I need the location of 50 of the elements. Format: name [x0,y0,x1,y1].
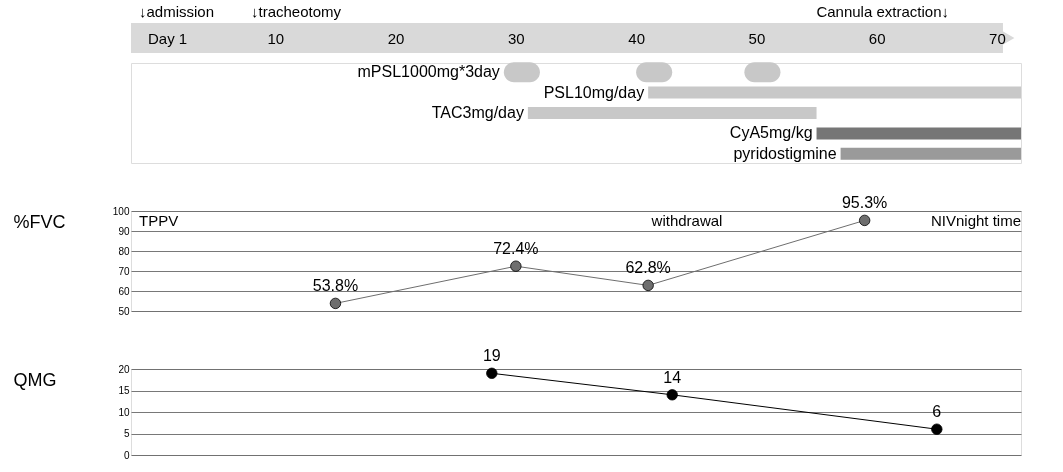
y-tick-label: 15 [118,385,130,396]
category-label: mPSL1000mg*3day [357,63,500,81]
point [931,423,943,435]
data-label: 72.4% [493,240,539,258]
text: ↓admission [139,3,215,20]
point [666,389,678,401]
data-label: 6 [932,403,942,421]
y-tick-label: 90 [118,225,130,237]
text: Cannula extraction↓ [816,3,949,20]
point [510,260,522,272]
data-label: 19 [482,347,501,365]
bar [816,127,1021,140]
annotation: withdrawal [650,212,723,229]
data-label: 53.8% [312,277,359,295]
x-tick-label: 40 [628,29,645,47]
x-tick-label: 70 [989,29,1006,47]
point [486,367,498,379]
annotation: NIVnight time [930,212,1021,229]
y-tick-label: 10 [118,406,130,418]
category-label: TAC3mg/day [431,104,524,121]
data-label: 62.8% [625,259,671,277]
data-label: 95.3% [841,194,888,212]
y-axis-title: QMG [13,369,57,390]
y-axis-title: %FVC [13,211,66,232]
x-tick-label: Day 1 [147,29,188,47]
y-tick-label: 100 [112,205,130,217]
data-label: 14 [663,368,682,386]
bar [840,147,1021,160]
x-tick-label: 50 [748,29,766,47]
y-tick-label: 20 [118,363,130,375]
category-label: CyA5mg/kg [729,124,813,142]
point [329,297,342,310]
x-tick-label: 30 [508,29,525,47]
y-tick-label: 60 [118,285,130,297]
y-tick-label: 80 [118,245,130,257]
annotation: TPPV [139,212,179,229]
y-tick-label: 0 [123,449,130,461]
point [642,279,654,292]
y-tick-label: 70 [118,265,130,277]
text: ↓tracheotomy [251,3,342,20]
bar [527,107,817,119]
y-tick-label: 5 [123,428,130,439]
x-tick-label: 10 [267,29,285,47]
category-label: pyridostigmine [733,144,837,162]
point [859,214,871,227]
y-tick-label: 50 [118,305,130,317]
x-tick-label: 20 [387,29,405,47]
bar [648,86,1021,99]
category-label: PSL10mg/day [543,83,645,101]
x-tick-label: 60 [868,29,886,47]
